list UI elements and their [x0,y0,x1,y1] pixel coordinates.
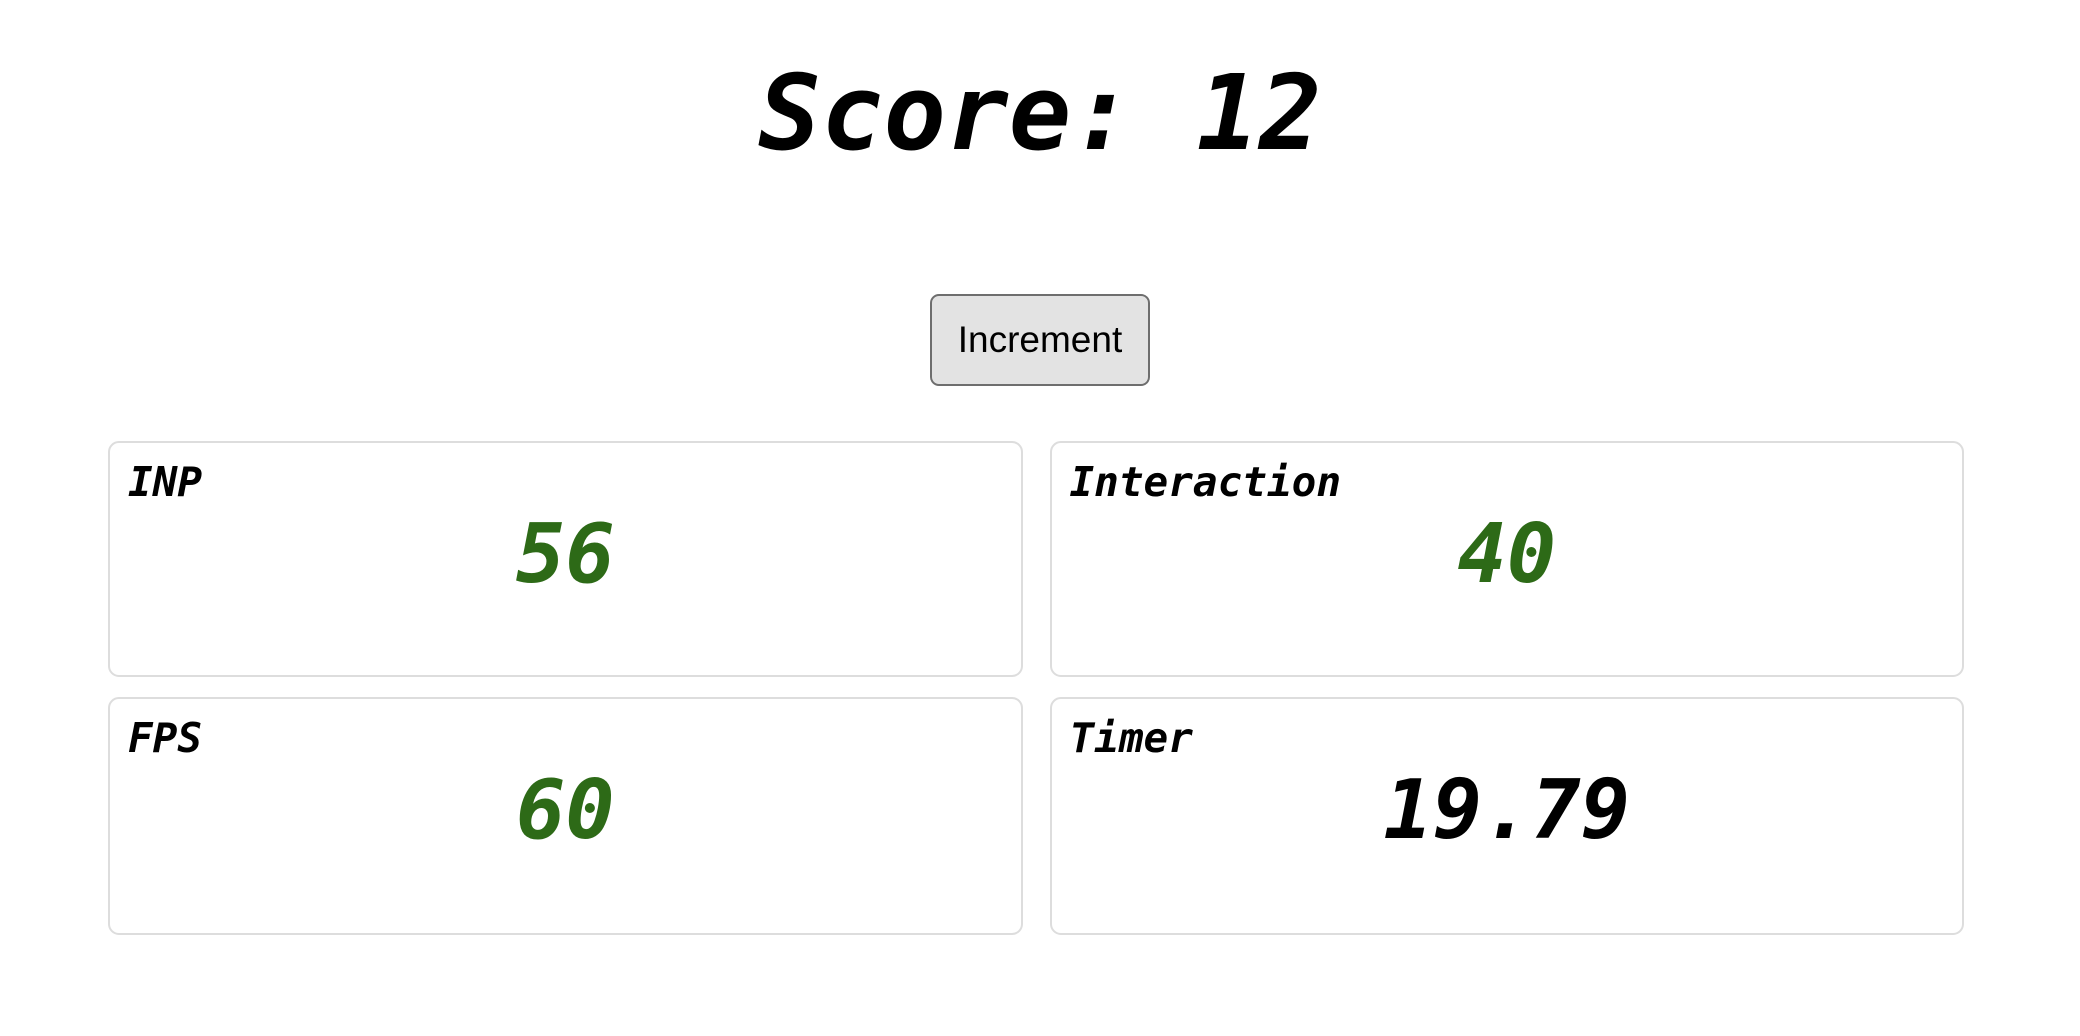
page-title: Score: 12 [758,52,1322,174]
metric-card-timer: Timer 19.79 [1049,697,1964,935]
metric-label: Timer [1069,714,1193,762]
metric-label: INP [128,458,203,506]
metric-value: 56 [515,507,615,602]
metric-value: 40 [1457,507,1557,602]
metric-label: Interaction [1069,458,1342,506]
metric-label: FPS [128,714,203,762]
metric-value: 60 [515,763,615,858]
metric-card-fps: FPS 60 [108,697,1023,935]
metric-card-interaction: Interaction 40 [1049,441,1964,677]
metric-card-inp: INP 56 [108,441,1023,677]
metrics-grid: INP 56 Interaction 40 FPS 60 Timer 19.79 [108,441,1964,935]
metric-value: 19.79 [1383,763,1631,858]
increment-button[interactable]: Increment [929,294,1151,386]
button-row: Increment [0,294,2080,386]
